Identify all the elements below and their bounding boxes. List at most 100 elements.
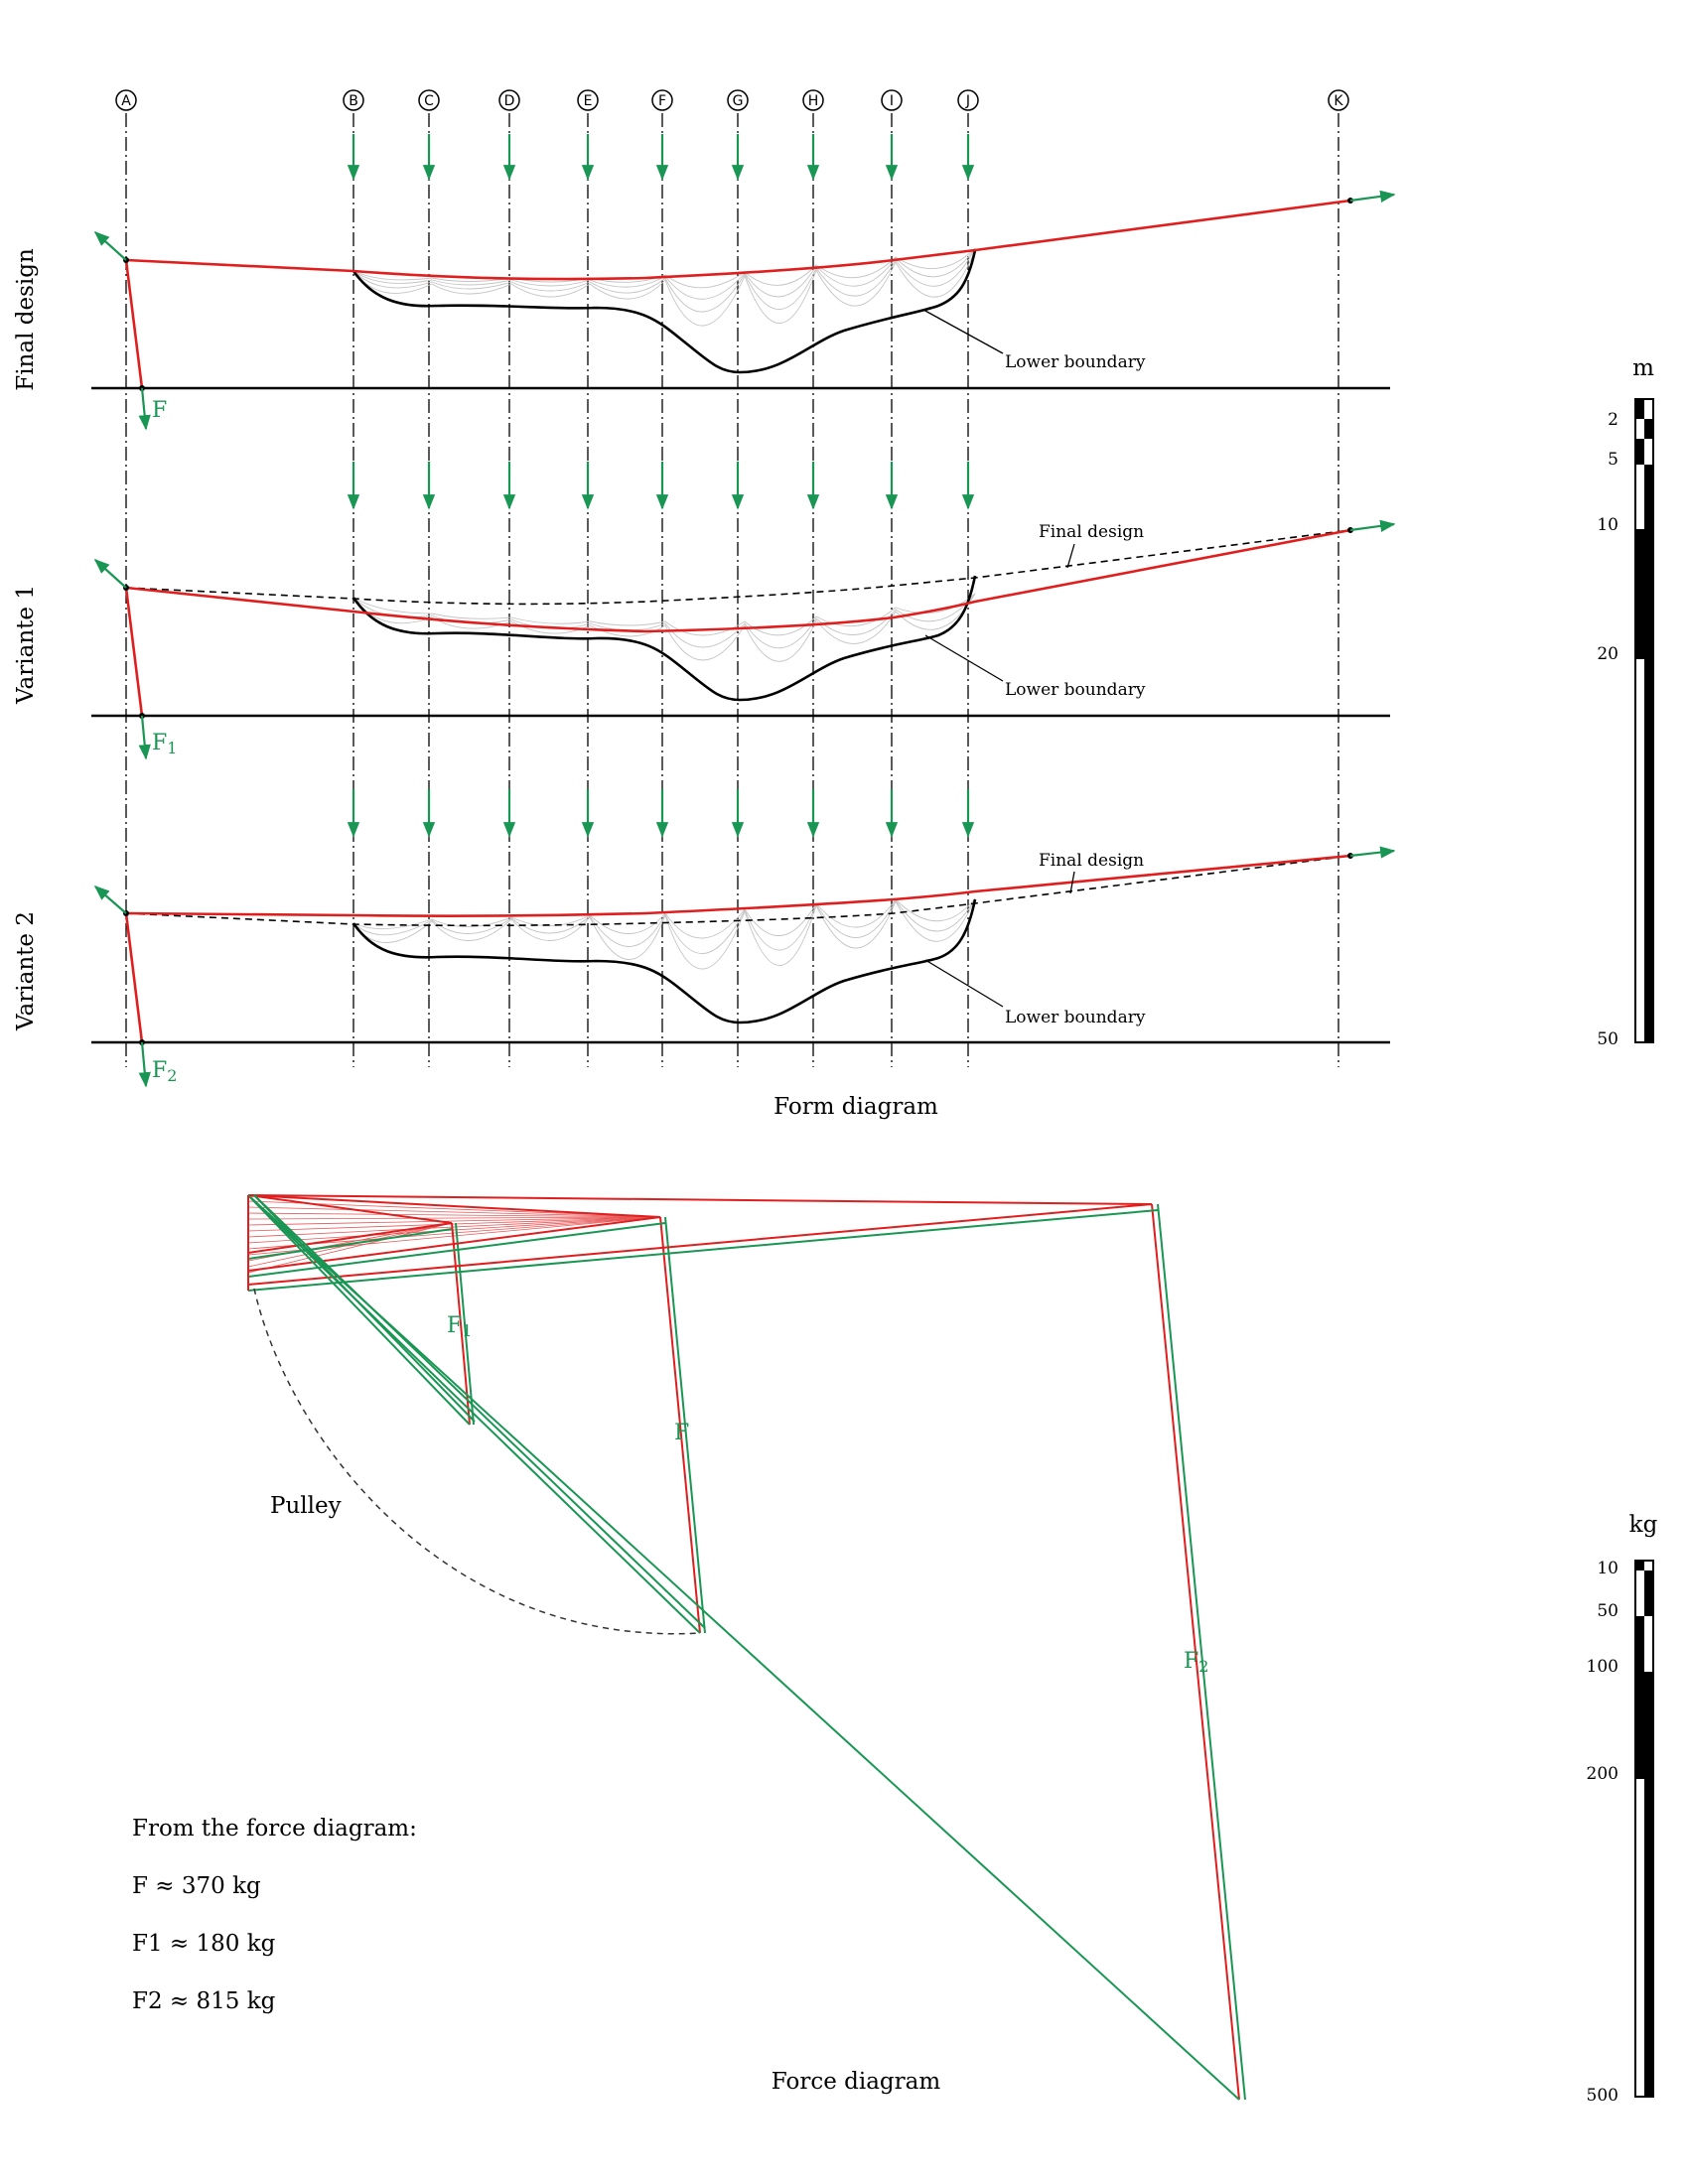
reaction-diagonal bbox=[247, 1194, 701, 1634]
axis-label-c: C bbox=[424, 93, 434, 109]
lower-boundary-leader bbox=[924, 634, 1004, 682]
scale-tick: 10 bbox=[1597, 515, 1618, 535]
force-line bbox=[247, 1222, 453, 1254]
final-design-label: Final design bbox=[1039, 851, 1144, 871]
reaction-diagonal bbox=[247, 1194, 1240, 2101]
panel-side-label: Variante 2 bbox=[13, 911, 39, 1031]
lower-boundary-curve bbox=[352, 249, 977, 374]
force-line bbox=[247, 1194, 1153, 1205]
scale-tick: 10 bbox=[1597, 1559, 1618, 1578]
axis-marker-c bbox=[418, 89, 440, 111]
axis-label-g: G bbox=[733, 93, 744, 109]
results-heading: From the force diagram: bbox=[132, 1816, 417, 1842]
scale-tick: 20 bbox=[1597, 644, 1618, 664]
lower-boundary-curve bbox=[352, 898, 977, 1024]
axis-label-d: D bbox=[504, 93, 515, 109]
cable-line bbox=[125, 528, 1351, 633]
axis-label-e: E bbox=[584, 93, 593, 109]
axis-label-k: K bbox=[1334, 93, 1343, 109]
final-design-leader bbox=[1069, 871, 1075, 894]
support-strut bbox=[124, 259, 144, 389]
force-line bbox=[247, 1209, 1159, 1292]
force-line bbox=[247, 1203, 1153, 1286]
reaction-arrow-right bbox=[1349, 846, 1396, 859]
scale-tick: 50 bbox=[1597, 1029, 1618, 1049]
force-line bbox=[247, 1228, 453, 1260]
hanger-web bbox=[352, 593, 976, 662]
panel-side-label: Variante 1 bbox=[13, 585, 39, 705]
force-label: F2 bbox=[152, 1058, 177, 1085]
scale-tick: 100 bbox=[1587, 1657, 1618, 1677]
lower-boundary-curve bbox=[352, 575, 977, 702]
force-diagram: Pulley F1 F F2 From the force diagram: F… bbox=[132, 1194, 1246, 2101]
final-design-dashed bbox=[125, 855, 1351, 927]
force-line bbox=[247, 1194, 661, 1218]
force-line bbox=[1151, 1203, 1240, 2101]
form-diagram-caption: Form diagram bbox=[774, 1094, 938, 1120]
axis-label-h: H bbox=[808, 93, 819, 109]
result-line: F ≈ 370 kg bbox=[132, 1873, 261, 1899]
pulley-arc bbox=[253, 1288, 701, 1635]
reaction-arrow-left bbox=[93, 230, 127, 261]
force-label-f2: F2 bbox=[1184, 1649, 1208, 1676]
force-label: F bbox=[152, 398, 167, 423]
final-design-label: Final design bbox=[1039, 522, 1144, 542]
axis-marker-f bbox=[651, 89, 673, 111]
reaction-arrow-right bbox=[1349, 519, 1396, 532]
force-line bbox=[659, 1216, 701, 1634]
panel-final-design: Final design F Lower boundary bbox=[13, 190, 1396, 431]
force-arrow-F2 bbox=[138, 1041, 151, 1088]
force-line bbox=[1157, 1203, 1246, 2101]
force-label-f: F bbox=[674, 1421, 689, 1445]
lower-boundary-label: Lower boundary bbox=[1005, 1008, 1146, 1027]
axis-grid-lines bbox=[125, 113, 1339, 1067]
scale-tick: 5 bbox=[1608, 450, 1618, 470]
cable-line bbox=[125, 199, 1351, 281]
final-design-leader bbox=[1066, 543, 1075, 569]
support-strut bbox=[124, 912, 144, 1043]
axis-marker-g bbox=[727, 89, 749, 111]
hanger-web bbox=[352, 897, 976, 970]
panel-variante-2: Variante 2 F2 Final design Lower boundar… bbox=[13, 846, 1396, 1088]
support-strut bbox=[124, 587, 144, 717]
force-arrow-F1 bbox=[138, 715, 151, 760]
result-line: F2 ≈ 815 kg bbox=[132, 1988, 276, 2014]
axis-label-f: F bbox=[658, 93, 666, 109]
axis-label-j: J bbox=[965, 93, 970, 109]
axis-marker-i bbox=[881, 89, 903, 111]
scale-tick: 500 bbox=[1587, 2086, 1618, 2106]
scale-tick: 50 bbox=[1597, 1601, 1618, 1621]
reaction-arrow-right bbox=[1349, 190, 1396, 203]
axis-marker-k bbox=[1328, 89, 1349, 111]
axis-marker-j bbox=[957, 89, 979, 111]
scale-unit: kg bbox=[1629, 1512, 1658, 1538]
lower-boundary-leader bbox=[924, 959, 1004, 1008]
force-label: F1 bbox=[152, 731, 177, 757]
force-arrow-F bbox=[138, 387, 151, 431]
panel-variante-1: Variante 1 F1 Final design Lower boundar… bbox=[13, 519, 1396, 760]
force-line bbox=[455, 1222, 475, 1426]
lower-boundary-label: Lower boundary bbox=[1005, 680, 1146, 700]
force-line bbox=[664, 1216, 706, 1634]
cable-line bbox=[125, 854, 1351, 917]
axis-marker-b bbox=[343, 89, 364, 111]
reaction-diagonal bbox=[253, 1194, 706, 1629]
axis-label-a: A bbox=[121, 93, 131, 109]
reaction-diagonal bbox=[247, 1194, 471, 1426]
scale-bar-m: m 2 5 10 20 50 bbox=[1597, 355, 1654, 1049]
axis-marker-a bbox=[115, 89, 137, 111]
force-label-f1: F1 bbox=[447, 1313, 472, 1340]
axis-label-i: I bbox=[890, 93, 894, 109]
lower-boundary-leader bbox=[922, 309, 1004, 354]
form-diagram: A B C D E F G H I J K Final design F Lower boundar… bbox=[13, 89, 1396, 1120]
scale-tick: 2 bbox=[1608, 410, 1618, 430]
axis-marker-e bbox=[577, 89, 599, 111]
result-line: F1 ≈ 180 kg bbox=[132, 1931, 276, 1957]
panel-side-label: Final design bbox=[13, 248, 39, 391]
hanger-web bbox=[352, 247, 976, 327]
scale-tick: 200 bbox=[1587, 1764, 1618, 1784]
scale-bar-kg: kg 10 50 100 200 500 bbox=[1587, 1512, 1658, 2106]
pulley-label: Pulley bbox=[270, 1493, 342, 1519]
axis-marker-d bbox=[498, 89, 520, 111]
